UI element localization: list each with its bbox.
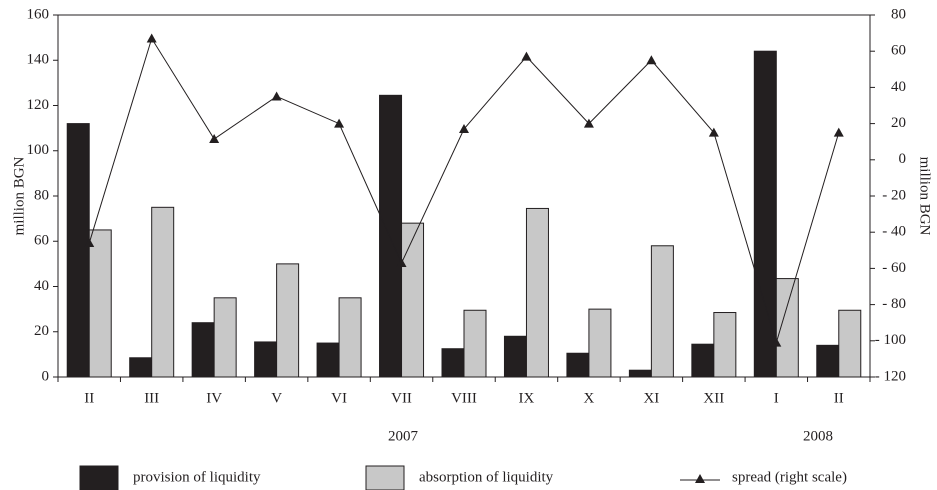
x-tick-label: V bbox=[271, 390, 282, 406]
x-tick-label: III bbox=[144, 390, 159, 406]
bar bbox=[588, 308, 612, 378]
x-tick-label: IX bbox=[519, 390, 535, 406]
spread-marker bbox=[271, 91, 282, 101]
legend-label: absorption of liquidity bbox=[419, 469, 554, 485]
legend-swatch bbox=[365, 465, 405, 490]
year-label: 2008 bbox=[803, 428, 833, 444]
y2-tick-label: - 60 bbox=[882, 260, 906, 276]
y2-tick-label: - 120 bbox=[875, 368, 906, 384]
y2-tick-label: 20 bbox=[891, 115, 906, 131]
bar bbox=[441, 348, 465, 378]
y-tick-label: 140 bbox=[27, 52, 50, 68]
bar bbox=[88, 229, 112, 378]
y-tick-label: 40 bbox=[34, 278, 49, 294]
x-tick-label: IV bbox=[206, 390, 222, 406]
y-tick-label: 20 bbox=[34, 323, 49, 339]
spread-marker bbox=[334, 118, 345, 128]
spread-marker bbox=[459, 124, 469, 134]
bar bbox=[691, 343, 715, 378]
bar bbox=[151, 206, 175, 378]
bar bbox=[713, 312, 737, 378]
x-tick-label: VI bbox=[331, 390, 347, 406]
bar bbox=[838, 309, 862, 378]
x-tick-label: X bbox=[584, 390, 595, 406]
legend-label: provision of liquidity bbox=[133, 469, 261, 485]
y2-tick-label: - 40 bbox=[882, 224, 906, 240]
year-label: 2007 bbox=[388, 428, 419, 444]
spread-marker bbox=[646, 55, 657, 65]
bar bbox=[379, 94, 403, 378]
y-axis-label: million BGN bbox=[11, 156, 27, 235]
y2-tick-label: 0 bbox=[899, 151, 907, 167]
y2-tick-label: 80 bbox=[891, 6, 906, 22]
bar bbox=[66, 123, 90, 378]
y2-axis-label: million BGN bbox=[917, 157, 933, 236]
legend-marker bbox=[695, 474, 705, 483]
x-tick-label: XI bbox=[643, 390, 659, 406]
y2-tick-label: 60 bbox=[891, 43, 906, 59]
x-tick-label: XII bbox=[703, 390, 724, 406]
spread-marker bbox=[146, 33, 157, 43]
x-tick-label: VIII bbox=[451, 390, 477, 406]
x-tick-label: II bbox=[834, 390, 844, 406]
spread-marker bbox=[84, 238, 95, 248]
y-tick-label: 100 bbox=[27, 142, 50, 158]
bar bbox=[129, 357, 153, 378]
x-tick-label: II bbox=[84, 390, 94, 406]
bar bbox=[775, 278, 799, 378]
bar bbox=[525, 207, 549, 378]
bar bbox=[276, 263, 300, 378]
legend-label: spread (right scale) bbox=[732, 469, 847, 485]
spread-marker bbox=[771, 337, 782, 347]
spread-marker bbox=[583, 118, 594, 128]
bar bbox=[650, 245, 674, 378]
bar bbox=[816, 344, 840, 378]
y-tick-label: 160 bbox=[27, 6, 50, 22]
spread-marker bbox=[833, 127, 844, 137]
y2-tick-label: 40 bbox=[891, 79, 906, 95]
bar bbox=[503, 335, 527, 378]
bar bbox=[566, 352, 590, 378]
bar bbox=[338, 297, 362, 378]
spread-marker bbox=[708, 127, 719, 137]
bar bbox=[463, 309, 487, 378]
y-tick-label: 60 bbox=[34, 233, 49, 249]
bar bbox=[213, 297, 237, 378]
bar bbox=[753, 50, 777, 378]
spread-marker bbox=[521, 51, 532, 61]
spread-line bbox=[88, 37, 840, 345]
bar bbox=[316, 342, 340, 378]
bar bbox=[401, 222, 425, 378]
spread-marker bbox=[396, 257, 407, 267]
y-tick-label: 0 bbox=[42, 368, 50, 384]
x-tick-label: VII bbox=[391, 390, 412, 406]
y2-tick-label: - 100 bbox=[875, 332, 906, 348]
bar bbox=[254, 341, 278, 378]
y-tick-label: 80 bbox=[34, 187, 49, 203]
y-tick-label: 120 bbox=[27, 97, 50, 113]
y2-tick-label: - 80 bbox=[882, 296, 906, 312]
spread-marker bbox=[209, 133, 220, 143]
bar bbox=[191, 322, 215, 378]
x-tick-label: I bbox=[774, 390, 779, 406]
bar bbox=[628, 369, 652, 378]
legend-swatch bbox=[79, 465, 119, 490]
y2-tick-label: - 20 bbox=[882, 187, 906, 203]
